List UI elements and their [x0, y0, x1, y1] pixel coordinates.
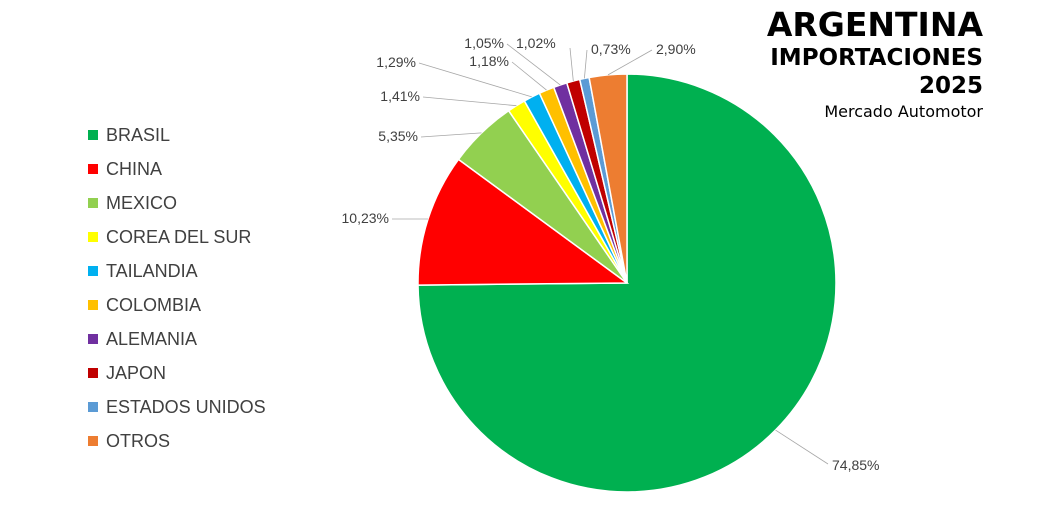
legend-swatch [88, 198, 98, 208]
chart-title: ARGENTINA [766, 5, 983, 44]
legend-item-brasil: BRASIL [88, 118, 266, 152]
leader-line-mexico [420, 132, 482, 138]
leader-line-alemania [506, 43, 561, 86]
leader-line-otros [607, 49, 653, 76]
legend-label: TAILANDIA [106, 260, 198, 281]
data-label-mexico: 5,35% [378, 128, 418, 144]
legend-label: CHINA [106, 158, 163, 179]
legend-label: JAPON [106, 362, 167, 383]
pie-slices [417, 73, 837, 493]
legend-item-estados-unidos: ESTADOS UNIDOS [88, 390, 266, 424]
legend-item-japon: JAPON [88, 356, 266, 390]
legend-swatch [88, 300, 98, 310]
legend-item-colombia: COLOMBIA [88, 288, 266, 322]
legend-item-mexico: MEXICO [88, 186, 266, 220]
legend-item-otros: OTROS [88, 424, 266, 458]
legend-label: COLOMBIA [106, 294, 202, 315]
legend-label: ALEMANIA [106, 328, 198, 349]
legend-swatch [88, 164, 98, 174]
legend-item-china: CHINA [88, 152, 266, 186]
data-label-japon: 1,02% [516, 35, 556, 51]
leader-line-estados-unidos [584, 49, 588, 79]
data-label-corea-del-sur: 1,41% [380, 88, 420, 104]
leader-line-corea-del-sur [422, 96, 517, 107]
pie-slice-brasil [417, 73, 837, 493]
data-label-alemania: 1,05% [464, 35, 504, 51]
leader-line-brasil [775, 429, 829, 465]
chart-subtitle: Mercado Automotor [824, 102, 983, 121]
legend-swatch [88, 266, 98, 276]
legend-swatch [88, 334, 98, 344]
legend-item-alemania: ALEMANIA [88, 322, 266, 356]
legend-swatch [88, 130, 98, 140]
legend-swatch [88, 436, 98, 446]
legend-label: ESTADOS UNIDOS [106, 396, 266, 417]
chart-title-year: 2025 [918, 73, 983, 99]
leader-line-colombia [511, 61, 547, 91]
data-label-tailandia: 1,29% [376, 54, 416, 70]
data-label-colombia: 1,18% [469, 53, 509, 69]
legend-label: MEXICO [106, 192, 178, 213]
leader-line-tailandia [418, 62, 532, 98]
legend-label: OTROS [106, 430, 171, 451]
legend-item-tailandia: TAILANDIA [88, 254, 266, 288]
legend-item-corea-del-sur: COREA DEL SUR [88, 220, 266, 254]
chart-legend: BRASIL CHINA MEXICO COREA DEL SUR TAILANDIA C… [88, 118, 266, 458]
chart-title-line2: IMPORTACIONES [770, 45, 983, 71]
data-label-estados-unidos: 0,73% [591, 41, 631, 57]
data-label-otros: 2,90% [656, 41, 696, 57]
data-label-china: 10,23% [342, 210, 389, 226]
legend-label: BRASIL [106, 124, 171, 145]
data-label-brasil: 74,85% [832, 457, 879, 473]
legend-swatch [88, 232, 98, 242]
data-labels: 74,85% 10,23% 5,35% 1,41% 1,29% 1,18% 1,05% 1,0… [342, 35, 880, 473]
chart-title-block: ARGENTINA IMPORTACIONES 2025 Mercado Aut… [767, 6, 983, 122]
legend-swatch [88, 368, 98, 378]
legend-label: COREA DEL SUR [106, 226, 252, 247]
legend-swatch [88, 402, 98, 412]
leader-line-japon [569, 47, 574, 82]
leader-lines [392, 43, 829, 465]
